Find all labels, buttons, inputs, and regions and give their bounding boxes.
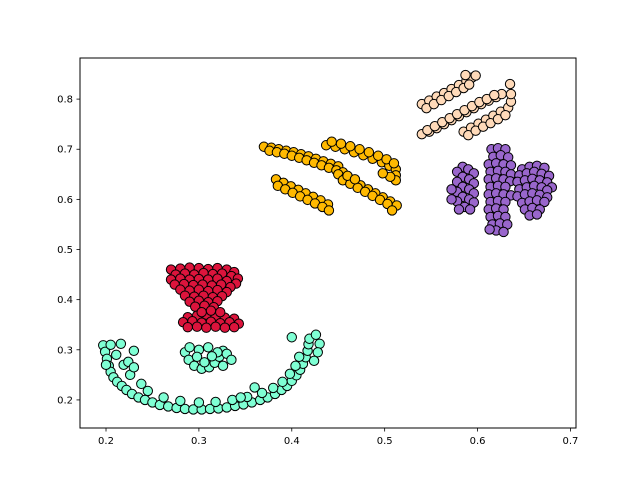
x-tick-label: 0.3	[191, 436, 207, 447]
scatter-point	[386, 205, 398, 216]
scatter-point	[290, 360, 301, 372]
scatter-point	[345, 141, 356, 152]
y-tick-label: 0.6	[57, 195, 73, 206]
y-axis-ticks: 0.2 0.3 0.4 0.5 0.6 0.7 0.8	[57, 95, 80, 406]
scatter-point	[191, 351, 203, 363]
x-tick-label: 0.6	[470, 436, 486, 447]
axes-frame	[79, 57, 577, 429]
scatter-point	[446, 184, 457, 195]
scatter-point	[349, 174, 361, 185]
y-tick-label: 0.7	[57, 145, 73, 156]
scatter-point	[210, 321, 221, 332]
scatter-point	[470, 70, 481, 81]
scatter-point	[175, 395, 186, 407]
scatter-point	[111, 349, 122, 360]
scatter-point	[489, 89, 500, 101]
x-tick-label: 0.5	[377, 436, 393, 447]
scatter-point	[136, 378, 147, 390]
scatter-point	[314, 338, 325, 349]
scatter-point	[463, 79, 475, 90]
scatter-point	[128, 345, 140, 356]
scatter-point	[500, 109, 511, 121]
y-tick-label: 0.8	[57, 95, 73, 106]
x-tick-label: 0.2	[98, 436, 114, 447]
scatter-point	[446, 194, 457, 205]
y-tick-label: 0.2	[57, 395, 73, 406]
scatter-point	[363, 147, 375, 158]
scatter-point	[206, 351, 218, 362]
scatter-point	[142, 385, 154, 397]
scatter-point	[539, 196, 550, 208]
scatter-point	[312, 347, 323, 358]
scatter-point	[128, 362, 140, 373]
scatter-point	[268, 382, 279, 394]
x-tick-label: 0.4	[284, 436, 300, 447]
scatter-point	[205, 305, 217, 316]
scatter-point	[163, 401, 174, 412]
scatter-point	[228, 322, 240, 333]
scatter-point	[193, 397, 205, 408]
scatter-point	[377, 168, 388, 179]
scatter-point	[531, 209, 543, 220]
scatter-point	[182, 322, 193, 333]
y-tick-label: 0.5	[57, 245, 73, 256]
scatter-point	[453, 204, 465, 215]
scatter-point	[460, 69, 471, 81]
scatter-point	[308, 355, 320, 367]
scatter-point	[484, 224, 495, 235]
scatter-point	[323, 205, 335, 216]
scatter-point	[249, 382, 260, 393]
scatter-point	[235, 392, 246, 403]
scatter-point	[199, 357, 210, 368]
scatter-point	[463, 130, 474, 141]
x-axis-ticks: 0.2 0.3 0.4 0.5 0.6 0.7	[98, 428, 578, 447]
scatter-point	[504, 78, 516, 90]
scatter-point	[196, 306, 207, 318]
scatter-point	[184, 342, 195, 353]
scatter-point	[505, 88, 517, 100]
scatter-point	[294, 351, 305, 363]
scatter-point	[217, 360, 229, 372]
scatter-point	[498, 226, 509, 238]
y-tick-label: 0.3	[57, 345, 73, 356]
scatter-point	[388, 158, 400, 169]
scatter-point	[284, 368, 296, 380]
scatter-point	[354, 144, 365, 155]
scatter-point	[215, 306, 226, 318]
scatter-point	[226, 354, 237, 366]
scatter-point	[326, 136, 337, 147]
scatter-point	[191, 321, 203, 332]
scatter-point	[100, 359, 112, 371]
scatter-point	[105, 339, 116, 350]
scatter-point	[115, 338, 127, 349]
scatter-point	[158, 392, 169, 403]
scatter-point	[256, 387, 268, 399]
y-tick-label: 0.4	[57, 295, 73, 306]
scatter-point	[310, 329, 322, 340]
points-layer	[98, 69, 558, 415]
scatter-point	[277, 376, 288, 388]
scatter-point	[202, 342, 214, 353]
scatter-point	[210, 396, 221, 408]
scatter-point	[335, 138, 347, 149]
x-tick-label: 0.7	[562, 436, 578, 447]
scatter-point	[286, 332, 297, 343]
scatter-point	[201, 322, 212, 333]
scatter-point	[219, 322, 231, 333]
scatter-point	[464, 204, 476, 215]
